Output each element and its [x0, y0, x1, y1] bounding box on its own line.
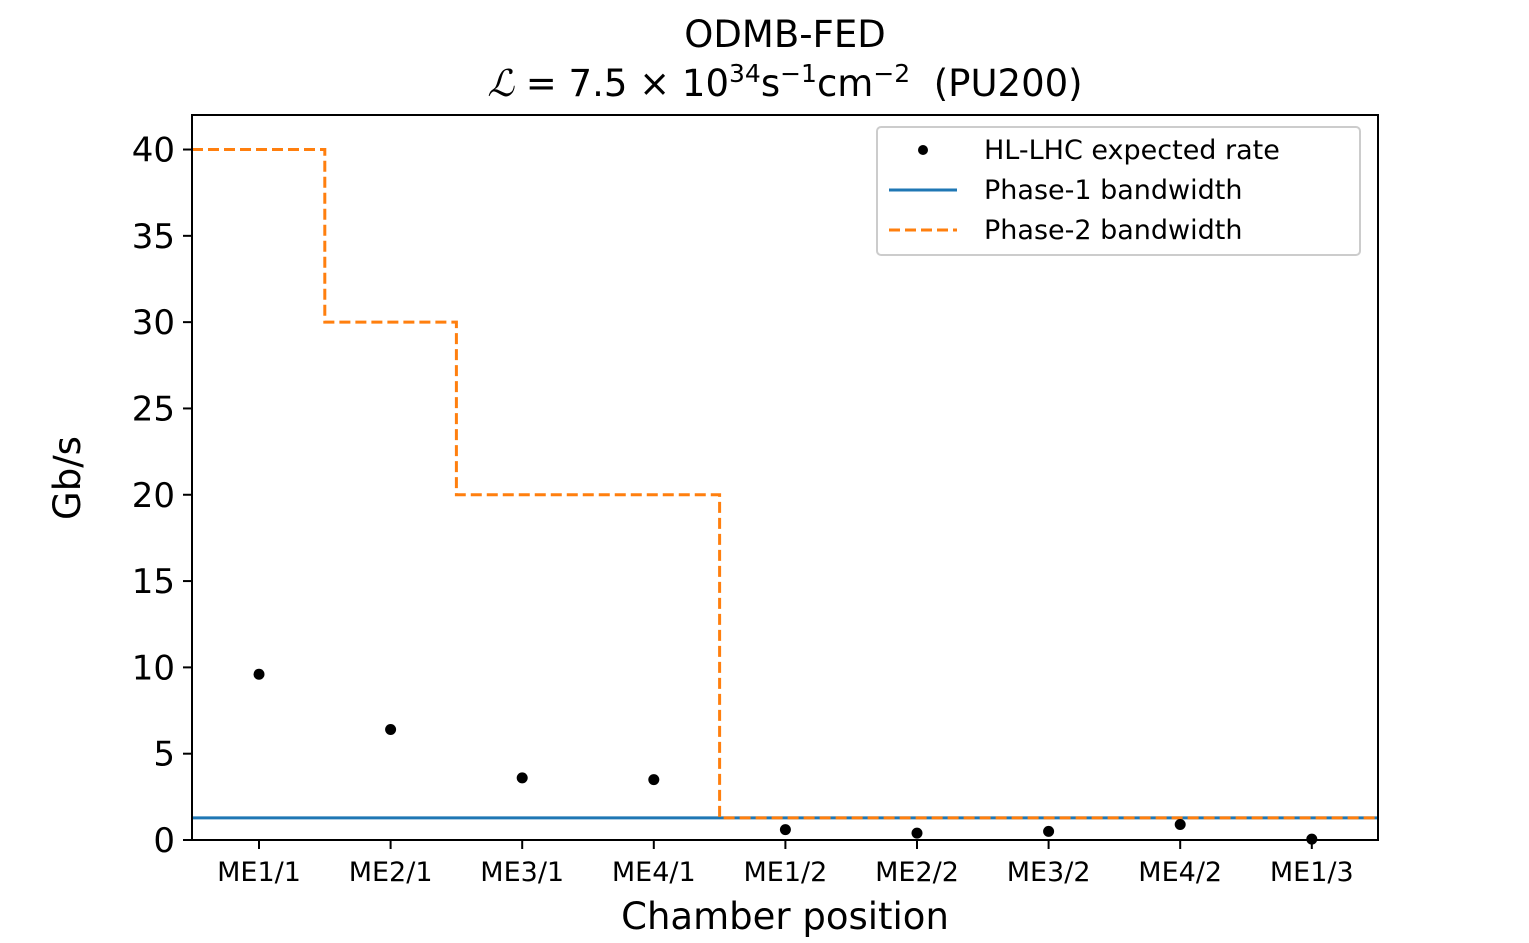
x-tick-label: ME4/1 — [612, 857, 696, 888]
expected-rate-point — [911, 827, 923, 839]
expected-rate-point — [516, 772, 528, 784]
series-layer — [192, 148, 1378, 845]
y-tick-label: 30 — [132, 303, 175, 343]
x-axis-label: Chamber position — [621, 895, 949, 938]
luminosity-value: = 7.5 × 10 — [514, 62, 729, 105]
x-tick-label: ME1/2 — [743, 857, 827, 888]
unit-cm: cm — [817, 62, 873, 105]
x-tick-label: ME3/1 — [480, 857, 564, 888]
legend-box — [876, 126, 1361, 256]
exponent-cm: −2 — [873, 59, 910, 88]
legend-label-phase2: Phase-2 bandwidth — [984, 215, 1242, 246]
legend: HL-LHC expected rate Phase-1 bandwidth P… — [876, 126, 1361, 256]
y-tick-label: 35 — [132, 217, 175, 257]
phase2-bandwidth-step — [192, 148, 1378, 820]
y-tick-label: 10 — [132, 648, 175, 688]
expected-rate-point — [1043, 825, 1055, 837]
y-axis-label: Gb/s — [46, 436, 89, 520]
unit-s: s — [761, 62, 780, 105]
expected-rate-point — [648, 774, 660, 786]
legend-marker-expected-rate — [918, 145, 928, 155]
y-tick-label: 0 — [153, 821, 175, 861]
legend-label-expected-rate: HL-LHC expected rate — [984, 135, 1280, 166]
luminosity-symbol: ℒ — [487, 62, 515, 105]
expected-rate-point — [1174, 818, 1186, 830]
y-tick-label: 20 — [132, 476, 175, 516]
legend-label-phase1: Phase-1 bandwidth — [984, 175, 1242, 206]
x-tick-label: ME3/2 — [1007, 857, 1091, 888]
expected-rate-point — [253, 668, 265, 680]
y-axis: 0 5 10 15 20 25 30 35 40 — [132, 131, 192, 861]
x-tick-label: ME1/3 — [1270, 857, 1354, 888]
pileup-label: (PU200) — [910, 62, 1082, 105]
expected-rate-point — [779, 824, 791, 836]
plot-frame — [191, 114, 1379, 841]
exponent-s: −1 — [780, 59, 817, 88]
chart-subtitle: ℒ = 7.5 × 1034s−1cm−2 (PU200) — [487, 59, 1082, 105]
x-tick-label: ME2/2 — [875, 857, 959, 888]
x-tick-label: ME2/1 — [349, 857, 433, 888]
exponent-34: 34 — [729, 59, 761, 88]
x-axis: ME1/1 ME2/1 ME3/1 ME4/1 ME1/2 ME2/2 ME3/2 ME4/2… — [217, 840, 1354, 888]
x-tick-label: ME4/2 — [1138, 857, 1222, 888]
y-tick-label: 40 — [132, 131, 175, 171]
y-tick-label: 25 — [132, 389, 175, 429]
y-tick-label: 15 — [132, 562, 175, 602]
x-tick-label: ME1/1 — [217, 857, 301, 888]
expected-rate-point — [385, 724, 397, 736]
chart-title: ODMB-FED — [684, 13, 885, 56]
y-tick-label: 5 — [153, 735, 175, 775]
